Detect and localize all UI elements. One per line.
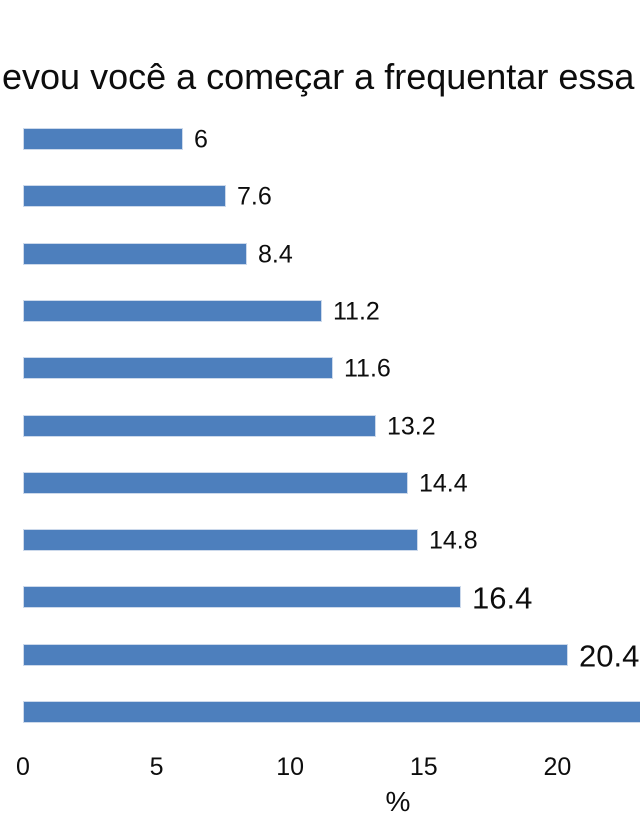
x-axis-title: %	[385, 786, 411, 817]
bar	[23, 185, 226, 207]
bar-value-label: 11.6	[344, 354, 391, 383]
bar	[23, 701, 640, 723]
bar-value-label: 20.4	[579, 638, 640, 674]
bar-value-label: 16.4	[472, 580, 533, 616]
x-axis-tick-label: 5	[149, 753, 164, 781]
x-axis-tick-label: 0	[16, 753, 30, 781]
x-axis-tick-label: 15	[409, 753, 438, 781]
bar	[23, 300, 322, 322]
bar	[23, 644, 568, 666]
bar	[23, 529, 418, 551]
bar-value-label: 7.6	[237, 182, 272, 211]
bar	[23, 472, 408, 494]
bar-value-label: 6	[194, 125, 208, 154]
bar	[23, 586, 461, 608]
bar-value-label: 8.4	[258, 240, 293, 269]
bar	[23, 128, 183, 150]
x-axis-tick-label: 10	[276, 753, 305, 781]
bar-value-label: 13.2	[387, 412, 436, 441]
bar	[23, 357, 333, 379]
bar-value-label: 14.8	[429, 526, 478, 555]
bar	[23, 243, 247, 265]
x-axis-tick-label: 20	[543, 753, 572, 781]
bar-value-label: 14.4	[419, 469, 468, 498]
bar	[23, 415, 376, 437]
bar-value-label: 11.2	[333, 297, 380, 326]
chart-title: evou você a começar a frequentar essa	[2, 56, 635, 97]
